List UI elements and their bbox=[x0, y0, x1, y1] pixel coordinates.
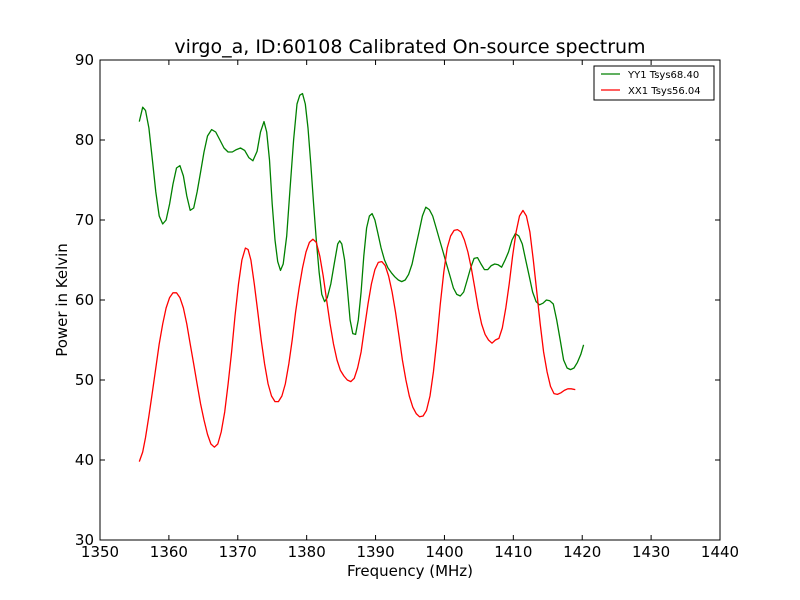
legend-label-xx1: XX1 Tsys56.04 bbox=[628, 86, 701, 97]
x-tick-label: 1370 bbox=[219, 543, 257, 561]
x-tick-label: 1430 bbox=[632, 543, 670, 561]
y-tick-label: 50 bbox=[75, 371, 94, 389]
x-axis-label: Frequency (MHz) bbox=[347, 562, 473, 580]
y-tick-label: 30 bbox=[75, 531, 94, 549]
x-tick-label: 1400 bbox=[425, 543, 463, 561]
x-tick-label: 1440 bbox=[701, 543, 739, 561]
y-tick-label: 80 bbox=[75, 131, 94, 149]
legend-box bbox=[593, 65, 715, 101]
x-tick-label: 1410 bbox=[494, 543, 532, 561]
x-tick-label: 1390 bbox=[356, 543, 394, 561]
y-tick-label: 40 bbox=[75, 451, 94, 469]
y-axis-label: Power in Kelvin bbox=[53, 243, 71, 357]
series-layer bbox=[138, 92, 585, 462]
x-tick-label: 1420 bbox=[563, 543, 601, 561]
x-tick-label: 1360 bbox=[150, 543, 188, 561]
chart-title: virgo_a, ID:60108 Calibrated On-source s… bbox=[174, 36, 645, 58]
y-tick-label: 70 bbox=[75, 211, 94, 229]
tick-layer: 1350 1360 1370 1380 1390 1400 1410 1420 1430 1440… bbox=[75, 51, 739, 561]
plot-area: 1350 1360 1370 1380 1390 1400 1410 1420 1430 1440… bbox=[75, 51, 739, 561]
x-tick-label: 1380 bbox=[288, 543, 326, 561]
y-tick-label: 90 bbox=[75, 51, 94, 69]
y-tick-label: 60 bbox=[75, 291, 94, 309]
series-line-yy1 bbox=[138, 92, 585, 371]
legend-label-yy1: YY1 Tsys68.40 bbox=[627, 70, 699, 81]
x-tick-label: 1350 bbox=[81, 543, 119, 561]
legend: YY1 Tsys68.40 XX1 Tsys56.04 bbox=[593, 65, 715, 101]
series-line-xx1 bbox=[138, 209, 576, 462]
plot-background bbox=[100, 60, 720, 540]
